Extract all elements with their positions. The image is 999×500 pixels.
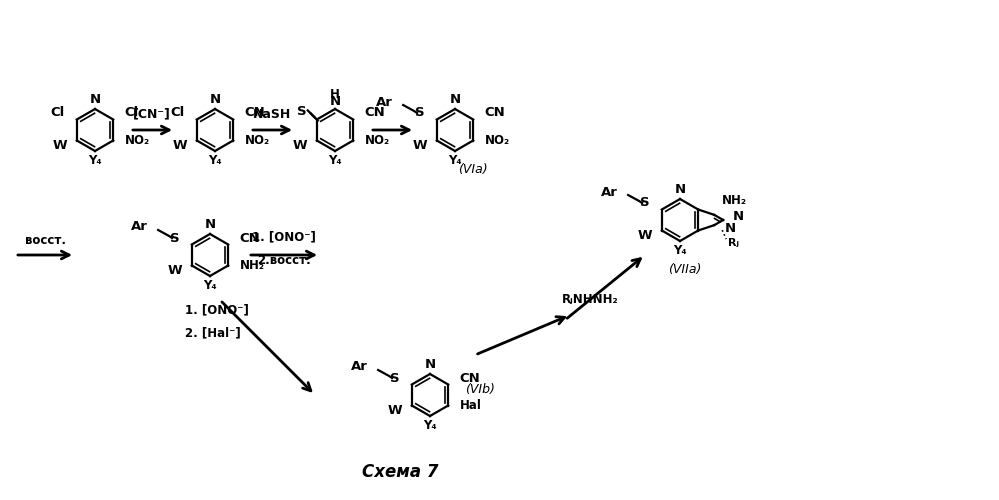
Text: NO₂: NO₂ [365, 134, 390, 147]
Text: W: W [168, 264, 183, 277]
Text: Ar: Ar [601, 186, 618, 198]
Text: W: W [293, 139, 308, 152]
Text: CN: CN [244, 106, 265, 120]
Text: NO₂: NO₂ [125, 134, 150, 147]
Text: Cl: Cl [124, 106, 139, 120]
Text: Ar: Ar [131, 220, 148, 234]
Text: N: N [205, 218, 216, 232]
Text: W: W [173, 139, 188, 152]
Text: N: N [210, 94, 221, 106]
Text: NO₂: NO₂ [245, 134, 270, 147]
Text: CN: CN [365, 106, 385, 120]
Text: 1. [ONO⁻]: 1. [ONO⁻] [252, 230, 316, 243]
Text: W: W [414, 139, 428, 152]
Text: S: S [640, 196, 650, 209]
Text: Cl: Cl [51, 106, 65, 120]
Text: NH₂: NH₂ [240, 259, 265, 272]
Text: Y₄: Y₄ [673, 244, 687, 256]
Text: CN: CN [460, 372, 480, 384]
Text: 2. [Hal⁻]: 2. [Hal⁻] [185, 326, 241, 340]
Text: Y₄: Y₄ [329, 154, 342, 166]
Text: NH₂: NH₂ [722, 194, 747, 207]
Text: N: N [90, 94, 101, 106]
Text: Y₄: Y₄ [449, 154, 462, 166]
Text: Y₄: Y₄ [208, 154, 222, 166]
Text: (VIIa): (VIIa) [668, 264, 701, 276]
Text: N: N [425, 358, 436, 372]
Text: Ar: Ar [352, 360, 368, 374]
Text: Y₄: Y₄ [424, 418, 437, 432]
Text: S: S [416, 106, 426, 120]
Text: W: W [53, 139, 68, 152]
Text: H: H [330, 88, 340, 101]
Text: N: N [674, 184, 685, 196]
Text: W: W [638, 229, 652, 242]
Text: 2.восст.: 2.восст. [257, 254, 311, 266]
Text: Y₄: Y₄ [203, 278, 217, 291]
Text: Rⱼ: Rⱼ [728, 238, 739, 248]
Text: N: N [733, 210, 744, 224]
Text: N: N [450, 94, 461, 106]
Text: Ar: Ar [377, 96, 394, 108]
Text: RⱼNHNH₂: RⱼNHNH₂ [561, 294, 618, 306]
Text: Hal: Hal [460, 399, 482, 412]
Text: S: S [297, 104, 307, 118]
Text: NO₂: NO₂ [485, 134, 510, 147]
Text: Схема 7: Схема 7 [362, 463, 439, 481]
Text: [CN⁻]: [CN⁻] [133, 108, 171, 120]
Text: N: N [330, 96, 341, 108]
Text: Y₄: Y₄ [88, 154, 102, 166]
Text: W: W [388, 404, 403, 417]
Text: 1. [ONO⁻]: 1. [ONO⁻] [185, 304, 249, 316]
Text: (VIa): (VIa) [459, 164, 488, 176]
Text: CN: CN [485, 106, 504, 120]
Text: NaSH: NaSH [253, 108, 291, 120]
Text: (VIb): (VIb) [466, 384, 495, 396]
Text: N: N [724, 222, 735, 234]
Text: S: S [171, 232, 180, 244]
Text: восст.: восст. [25, 234, 66, 246]
Text: CN: CN [239, 232, 260, 244]
Text: Cl: Cl [171, 106, 185, 120]
Text: S: S [391, 372, 401, 384]
